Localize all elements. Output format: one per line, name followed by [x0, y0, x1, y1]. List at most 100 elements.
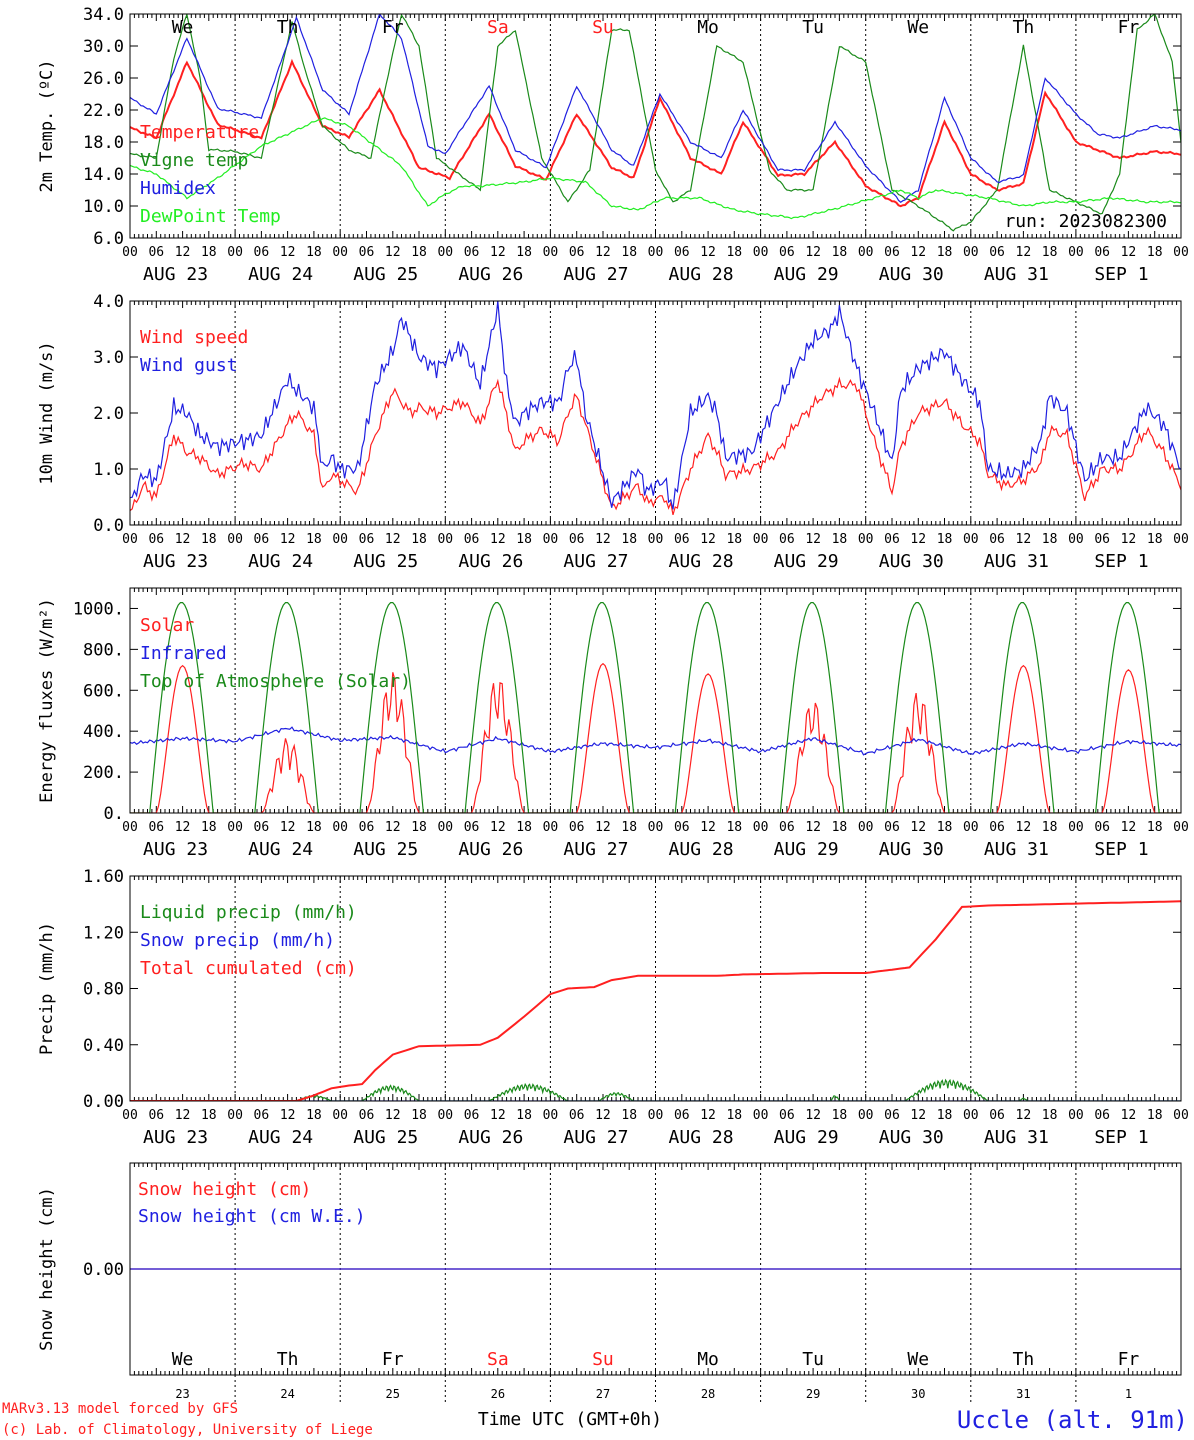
hour-tick-label: 00	[227, 245, 243, 260]
y-tick-label: 0.00	[83, 1260, 124, 1280]
hour-tick-label: 06	[1094, 820, 1110, 835]
hour-tick-label: 12	[1016, 1108, 1032, 1123]
y-tick-label: 34.0	[83, 5, 124, 25]
hour-tick-label: 12	[280, 820, 296, 835]
weekday-label: Th	[1013, 17, 1035, 38]
hour-tick-label: 06	[674, 245, 690, 260]
day-number-label: 24	[280, 1387, 294, 1401]
hour-tick-label: 18	[726, 820, 742, 835]
hour-tick-label: 00	[753, 532, 769, 547]
hour-tick-label: 12	[595, 532, 611, 547]
y-tick-label: 18.0	[83, 133, 124, 153]
hour-tick-label: 06	[359, 1108, 375, 1123]
day-label: AUG 24	[248, 551, 313, 572]
y-tick-label: 6.0	[93, 229, 124, 249]
hour-tick-label: 00	[437, 1108, 453, 1123]
y-tick-label: 30.0	[83, 37, 124, 57]
hour-tick-label: 18	[621, 245, 637, 260]
plot-frame	[129, 13, 1182, 239]
hour-tick-label: 00	[1173, 532, 1189, 547]
day-label: AUG 23	[143, 1127, 208, 1148]
hour-tick-label: 12	[805, 532, 821, 547]
hour-tick-label: 00	[1173, 1108, 1189, 1123]
y-tick-label: 4.0	[93, 292, 124, 312]
hour-tick-label: 00	[332, 820, 348, 835]
hour-tick-label: 00	[437, 532, 453, 547]
day-label: AUG 28	[669, 1127, 734, 1148]
hour-tick-label: 00	[1068, 245, 1084, 260]
y-tick-label: 1.0	[93, 460, 124, 480]
y-tick-label: 1.20	[83, 923, 124, 943]
hour-tick-label: 18	[726, 245, 742, 260]
hour-tick-label: 12	[385, 245, 401, 260]
hour-tick-label: 12	[700, 1108, 716, 1123]
hour-tick-label: 06	[884, 245, 900, 260]
hour-tick-label: 00	[543, 820, 559, 835]
y-tick-label: 0.00	[83, 1092, 124, 1112]
y-tick-label: 0.40	[83, 1036, 124, 1056]
hour-tick-label: 00	[753, 820, 769, 835]
hour-tick-label: 00	[227, 820, 243, 835]
hour-tick-label: 06	[884, 820, 900, 835]
hour-tick-label: 18	[201, 820, 217, 835]
legend-entry: Solar	[140, 615, 194, 636]
hour-tick-label: 06	[1094, 1108, 1110, 1123]
hour-tick-label: 18	[621, 1108, 637, 1123]
hour-tick-label: 06	[989, 245, 1005, 260]
temp-panel: 6.0 10.0 14.0 18.0 22.0 26.0 30.0 34.0 2m Temp. …	[37, 5, 1189, 285]
y-tick-label: 1000.	[73, 599, 124, 619]
day-number-label: 1	[1125, 1387, 1132, 1401]
hour-tick-label: 18	[306, 820, 322, 835]
model-credit-line2: (c) Lab. of Climatology, University of L…	[2, 1422, 373, 1438]
hour-tick-label: 18	[1042, 1108, 1058, 1123]
hour-tick-label: 18	[1147, 1108, 1163, 1123]
hour-tick-label: 12	[1016, 245, 1032, 260]
weekday-label: Su	[592, 1349, 614, 1370]
hour-tick-label: 06	[148, 820, 164, 835]
hour-tick-label: 06	[779, 245, 795, 260]
hour-tick-label: 18	[621, 532, 637, 547]
legend-entry: Total cumulated (cm)	[140, 958, 357, 979]
hour-tick-label: 00	[1068, 820, 1084, 835]
hour-tick-label: 00	[963, 1108, 979, 1123]
hour-tick-label: 18	[937, 1108, 953, 1123]
hour-tick-label: 18	[411, 1108, 427, 1123]
weekday-label: Th	[277, 17, 299, 38]
hour-tick-label: 12	[700, 532, 716, 547]
hour-tick-label: 18	[201, 1108, 217, 1123]
hour-tick-label: 12	[1121, 1108, 1137, 1123]
day-label: AUG 24	[248, 839, 313, 860]
day-label: AUG 25	[353, 839, 418, 860]
day-label: AUG 31	[984, 1127, 1049, 1148]
hour-tick-label: 06	[148, 1108, 164, 1123]
y-tick-label: 22.0	[83, 101, 124, 121]
weekday-label: Th	[277, 1349, 299, 1370]
series-line-temperature	[130, 58, 1181, 208]
day-label: AUG 27	[563, 551, 628, 572]
hour-tick-label: 06	[779, 532, 795, 547]
hour-tick-label: 00	[648, 1108, 664, 1123]
weekday-label: Sa	[487, 1349, 509, 1370]
legend-entry: Temperature	[140, 122, 259, 143]
hour-tick-label: 12	[280, 245, 296, 260]
plot-frame	[129, 875, 1182, 1102]
hour-tick-label: 18	[1042, 245, 1058, 260]
hour-tick-label: 18	[411, 245, 427, 260]
y-axis-label: Energy fluxes (W/m²)	[37, 598, 57, 803]
hour-tick-label: 12	[595, 820, 611, 835]
hour-tick-label: 06	[1094, 532, 1110, 547]
hour-tick-label: 06	[674, 1108, 690, 1123]
day-number-label: 27	[596, 1387, 610, 1401]
hour-tick-label: 18	[726, 1108, 742, 1123]
day-label: AUG 25	[353, 551, 418, 572]
weekday-label: Fr	[1118, 17, 1140, 38]
day-label: AUG 30	[879, 551, 944, 572]
hour-tick-label: 00	[437, 245, 453, 260]
day-label: AUG 23	[143, 839, 208, 860]
series-line-humidex	[130, 14, 1181, 203]
y-axis-label: 10m Wind (m/s)	[37, 341, 57, 484]
hour-tick-label: 18	[306, 245, 322, 260]
hour-tick-label: 12	[805, 245, 821, 260]
day-label: AUG 25	[353, 264, 418, 285]
hour-tick-label: 18	[726, 532, 742, 547]
